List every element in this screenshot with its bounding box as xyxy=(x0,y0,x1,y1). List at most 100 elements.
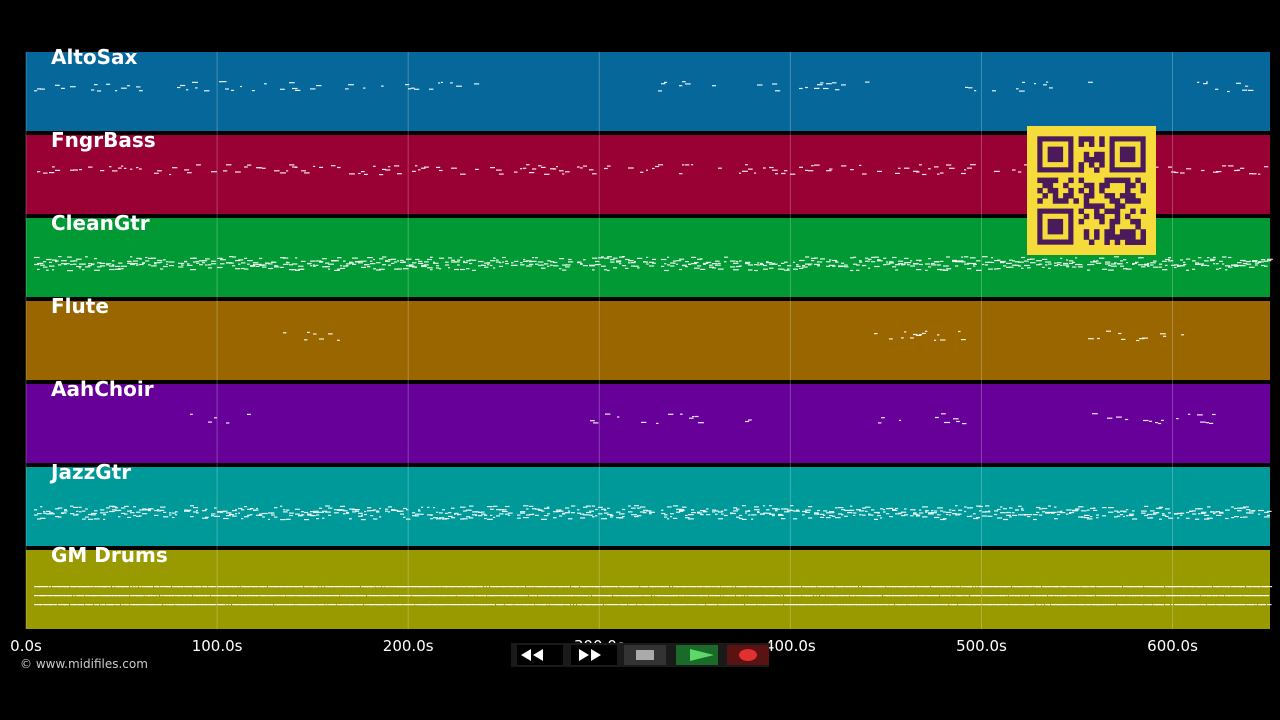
note xyxy=(781,586,785,588)
note xyxy=(64,586,69,588)
note xyxy=(1034,83,1037,85)
note xyxy=(187,510,191,512)
note xyxy=(349,586,353,588)
play-button[interactable] xyxy=(676,645,718,665)
note xyxy=(1054,595,1059,597)
note xyxy=(973,586,976,588)
note xyxy=(1267,595,1270,597)
note xyxy=(400,261,406,263)
note xyxy=(850,604,854,606)
note xyxy=(445,595,449,597)
note xyxy=(73,263,77,265)
qr-cell xyxy=(1135,224,1141,230)
note xyxy=(931,262,935,265)
note xyxy=(919,512,924,514)
note xyxy=(382,604,385,606)
note xyxy=(970,164,976,166)
note xyxy=(298,595,304,597)
note xyxy=(142,586,146,588)
note xyxy=(640,171,644,173)
note xyxy=(55,586,60,588)
note xyxy=(1081,586,1087,588)
note xyxy=(994,510,999,512)
note xyxy=(361,519,366,521)
note xyxy=(784,261,788,263)
note xyxy=(79,506,82,508)
note xyxy=(1003,261,1006,263)
note xyxy=(664,604,670,606)
note xyxy=(271,514,275,516)
note xyxy=(898,512,903,514)
fast-forward-button[interactable] xyxy=(571,645,617,665)
note xyxy=(400,604,403,606)
note xyxy=(199,586,202,588)
rewind-button[interactable] xyxy=(517,645,563,665)
note xyxy=(379,507,382,510)
note xyxy=(916,259,922,261)
note xyxy=(889,516,893,518)
note xyxy=(541,264,544,266)
note xyxy=(319,261,324,263)
record-button[interactable] xyxy=(727,645,769,665)
note xyxy=(802,514,805,516)
note xyxy=(112,264,115,266)
note xyxy=(214,595,219,597)
note xyxy=(283,604,288,606)
note xyxy=(1252,173,1257,175)
note xyxy=(730,586,733,588)
note xyxy=(580,595,585,597)
note xyxy=(517,604,521,606)
note xyxy=(250,595,256,597)
note xyxy=(529,261,533,263)
note xyxy=(841,595,845,597)
qr-cell xyxy=(1119,234,1126,240)
stop-button[interactable] xyxy=(624,645,666,665)
note xyxy=(1234,604,1240,606)
note xyxy=(34,595,38,597)
note xyxy=(928,586,931,588)
tick-label: 600.0s xyxy=(1147,637,1198,655)
note xyxy=(499,265,503,267)
note xyxy=(133,604,139,606)
note xyxy=(565,586,569,588)
note xyxy=(73,595,76,597)
note xyxy=(490,167,495,169)
note xyxy=(193,507,199,509)
note xyxy=(1018,171,1022,173)
note xyxy=(385,604,391,606)
note xyxy=(730,512,736,515)
note xyxy=(412,604,415,606)
note xyxy=(661,586,665,588)
note xyxy=(358,586,360,588)
note xyxy=(64,595,70,597)
note xyxy=(865,257,869,259)
note xyxy=(1264,265,1268,267)
note xyxy=(100,509,105,511)
note xyxy=(685,266,688,268)
note xyxy=(844,264,848,266)
note xyxy=(727,586,730,588)
note xyxy=(319,338,324,340)
note xyxy=(1201,511,1207,513)
note xyxy=(1225,269,1228,271)
note xyxy=(1087,509,1090,511)
note xyxy=(1063,595,1067,597)
note xyxy=(46,269,49,271)
qr-cell xyxy=(1088,156,1095,163)
note xyxy=(472,259,477,261)
note xyxy=(538,595,542,597)
qr-cell xyxy=(1063,198,1069,204)
note xyxy=(865,81,870,83)
note xyxy=(1219,267,1222,269)
note xyxy=(106,264,110,266)
note xyxy=(925,595,931,597)
note xyxy=(698,422,704,424)
note xyxy=(931,604,937,606)
note xyxy=(1210,258,1216,260)
note xyxy=(37,586,41,588)
note xyxy=(481,511,485,513)
note xyxy=(961,256,964,258)
note xyxy=(94,518,100,520)
note xyxy=(556,509,562,511)
note xyxy=(838,604,842,606)
